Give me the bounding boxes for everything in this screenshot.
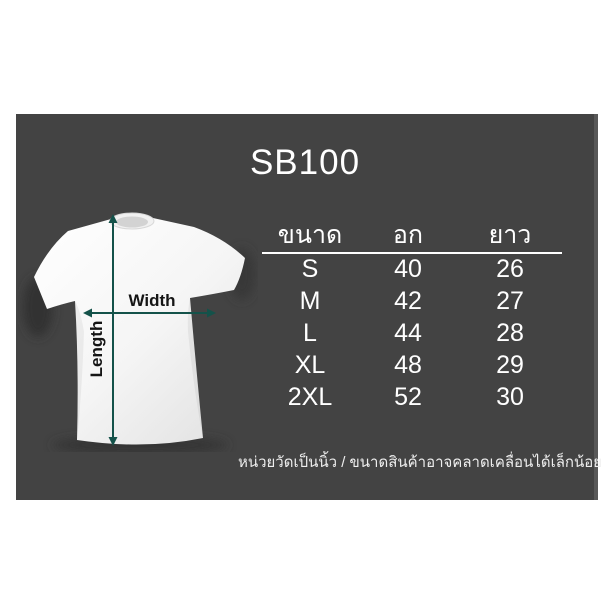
chest-value: 40 (394, 255, 422, 284)
chest-value: 52 (394, 383, 422, 412)
size-table: ขนาด อก ยาว S 40 26 M 42 27 L 44 28 XL 4… (262, 220, 562, 414)
length-value: 27 (496, 287, 524, 316)
size-value: S (301, 255, 319, 284)
tshirt-measurement-diagram: Width Length (23, 212, 255, 452)
size-table-header-row: ขนาด อก ยาว (262, 220, 562, 254)
table-row: L 44 28 (262, 318, 562, 350)
size-chart-panel: SB100 (16, 114, 602, 500)
table-row: 2XL 52 30 (262, 382, 562, 414)
table-row: XL 48 29 (262, 350, 562, 382)
tshirt-shape (34, 218, 245, 445)
size-table-body: S 40 26 M 42 27 L 44 28 XL 48 29 2XL 52 (262, 254, 562, 414)
width-label: Width (128, 291, 175, 310)
tshirt-collar (109, 212, 155, 230)
length-value: 30 (496, 383, 524, 412)
column-header-chest: อก (392, 221, 424, 250)
chest-value: 42 (394, 287, 422, 316)
column-header-length: ยาว (488, 221, 532, 250)
length-value: 28 (496, 319, 524, 348)
size-value: L (303, 319, 317, 348)
chest-value: 44 (394, 319, 422, 348)
table-row: S 40 26 (262, 254, 562, 286)
tshirt-shading-right (187, 298, 203, 438)
length-value: 26 (496, 255, 524, 284)
size-value: XL (294, 351, 326, 380)
size-value: M (299, 287, 321, 316)
length-arrow-icon (108, 214, 118, 446)
table-row: M 42 27 (262, 286, 562, 318)
size-value: 2XL (287, 383, 333, 412)
length-value: 29 (496, 351, 524, 380)
width-arrow-icon (83, 308, 216, 318)
product-code-title: SB100 (249, 143, 361, 182)
length-label: Length (87, 321, 106, 378)
tshirt-shading (75, 301, 84, 440)
chest-value: 48 (394, 351, 422, 380)
column-header-size: ขนาด (277, 221, 343, 250)
measurement-note: หน่วยวัดเป็นนิ้ว / ขนาดสินค้าอาจคลาดเคลื… (237, 454, 603, 471)
